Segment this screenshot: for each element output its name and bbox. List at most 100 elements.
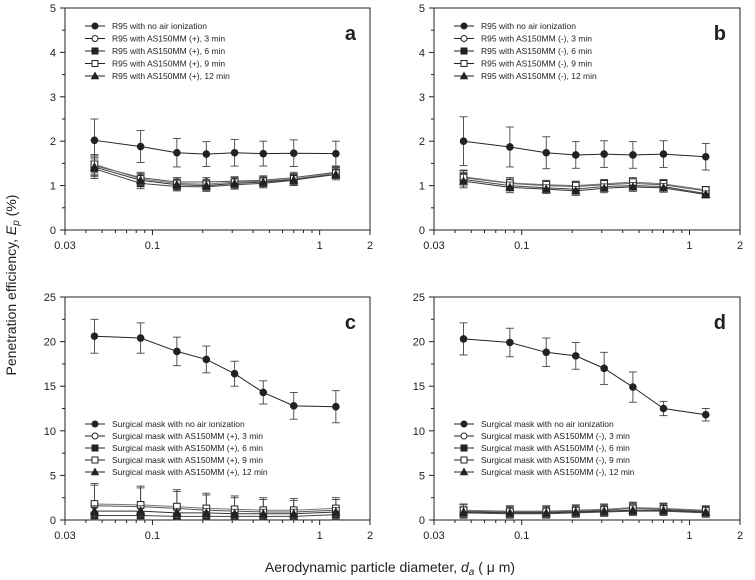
x-tick-label: 2 <box>737 240 743 252</box>
data-point <box>172 179 182 189</box>
legend-entry: Surgical mask with AS150MM (+), 6 min <box>112 443 263 453</box>
data-point <box>89 162 100 171</box>
series-5 <box>89 156 341 191</box>
data-point <box>135 506 146 515</box>
data-point <box>628 505 638 514</box>
y-tick-label: 20 <box>413 337 425 349</box>
legend-entry: R95 with AS150MM (+), 3 min <box>112 34 225 44</box>
panel-letter: d <box>714 312 726 334</box>
data-point <box>332 149 340 158</box>
y-tick-label: 20 <box>44 337 56 349</box>
data-point <box>289 175 299 184</box>
plot-frame <box>64 296 371 521</box>
data-point <box>542 148 551 157</box>
legend-marker <box>460 22 468 30</box>
y-tick-label: 0 <box>50 225 56 237</box>
x-tick-label: 1 <box>317 530 323 542</box>
x-tick-label: 1 <box>686 530 692 542</box>
plot-frame <box>433 296 741 521</box>
series-line <box>463 507 706 512</box>
data-point <box>659 404 668 413</box>
data-point <box>201 180 211 190</box>
legend-entry: R95 with AS150MM (-), 6 min <box>481 46 592 56</box>
data-point <box>458 507 469 516</box>
panel-letter: b <box>714 23 726 45</box>
y-tick-label: 2 <box>50 136 56 148</box>
x-tick-label: 0.03 <box>54 530 75 542</box>
panel-letter: c <box>345 312 356 334</box>
legend-entry: R95 with AS150MM (+), 6 min <box>112 46 225 56</box>
y-tick-label: 2 <box>419 136 425 148</box>
legend-marker <box>460 432 468 440</box>
legend-entry: R95 with AS150MM (-), 12 min <box>481 71 597 81</box>
series-line <box>94 163 336 185</box>
data-point <box>505 182 515 191</box>
chart-panel-d: 0 5 10 15 20 25 0.03 0.1 1 2 d Surgical mask with n… <box>413 292 743 542</box>
data-point <box>173 347 181 356</box>
series-line <box>94 168 336 188</box>
data-point <box>173 148 181 157</box>
data-point <box>599 506 609 515</box>
data-point <box>229 178 240 187</box>
y-tick-label: 0 <box>50 515 56 527</box>
y-tick-label: 5 <box>419 470 425 482</box>
data-point <box>571 507 581 516</box>
series-5 <box>458 505 711 518</box>
data-point <box>258 177 268 186</box>
legend-marker <box>91 60 99 67</box>
series-2 <box>459 170 710 195</box>
legend-marker <box>91 456 99 464</box>
legend: R95 with no air ionization R95 with AS150… <box>454 21 597 81</box>
legend-entry: R95 with no air ionization <box>481 21 576 31</box>
y-tick-label: 4 <box>419 47 425 59</box>
legend-entry: Surgical mask with AS150MM (-), 6 min <box>481 443 630 453</box>
chart-panel-b: 0 1 2 3 4 5 0.03 0.1 1 2 b R95 with no air ionizati… <box>419 3 743 252</box>
data-point <box>629 151 637 159</box>
legend-entry: Surgical mask with AS150MM (+), 3 min <box>112 431 263 441</box>
data-point <box>628 182 638 191</box>
series-5 <box>89 505 341 519</box>
legend-entry: Surgical mask with AS150MM (+), 12 min <box>112 467 268 477</box>
legend-entry: R95 with AS150MM (-), 3 min <box>481 34 592 44</box>
y-tick-label: 5 <box>419 3 425 15</box>
legend-marker <box>460 456 468 464</box>
series-line <box>463 140 706 158</box>
data-point <box>599 183 609 192</box>
series-line <box>94 505 336 513</box>
legend-entry: Surgical mask with AS150MM (-), 12 min <box>481 467 635 477</box>
series-3 <box>90 510 340 521</box>
data-point <box>571 352 580 360</box>
data-point <box>541 508 551 517</box>
series-1 <box>459 116 710 171</box>
x-tick-label: 0.1 <box>145 240 160 252</box>
series-1 <box>90 118 340 168</box>
legend-marker <box>460 35 468 42</box>
y-tick-label: 1 <box>419 181 425 193</box>
x-tick-label: 0.1 <box>145 530 160 542</box>
panel-letter: a <box>345 23 357 45</box>
x-tick-label: 0.1 <box>514 240 529 252</box>
data-point <box>658 505 669 514</box>
data-point <box>202 355 211 364</box>
legend-marker <box>460 60 468 67</box>
series-1 <box>459 322 710 422</box>
y-tick-label: 15 <box>413 381 425 393</box>
x-axis-label: Aerodynamic particle diameter, da ( μ m) <box>265 559 515 578</box>
legend-entry: R95 with AS150MM (+), 9 min <box>112 59 225 69</box>
series-line <box>463 338 706 416</box>
series-1 <box>90 318 340 424</box>
series-line <box>463 177 706 192</box>
legend: R95 with no air ionization R95 with AS150… <box>85 21 230 81</box>
data-point <box>701 410 710 419</box>
series-4 <box>90 154 340 190</box>
series-4 <box>90 482 340 521</box>
data-point <box>658 182 669 192</box>
x-tick-label: 0.03 <box>423 530 444 542</box>
data-point <box>571 151 580 159</box>
x-tick-label: 1 <box>317 240 323 252</box>
data-point <box>289 402 298 410</box>
legend-marker <box>460 47 468 55</box>
series-line <box>94 503 336 511</box>
y-tick-label: 15 <box>44 381 56 393</box>
